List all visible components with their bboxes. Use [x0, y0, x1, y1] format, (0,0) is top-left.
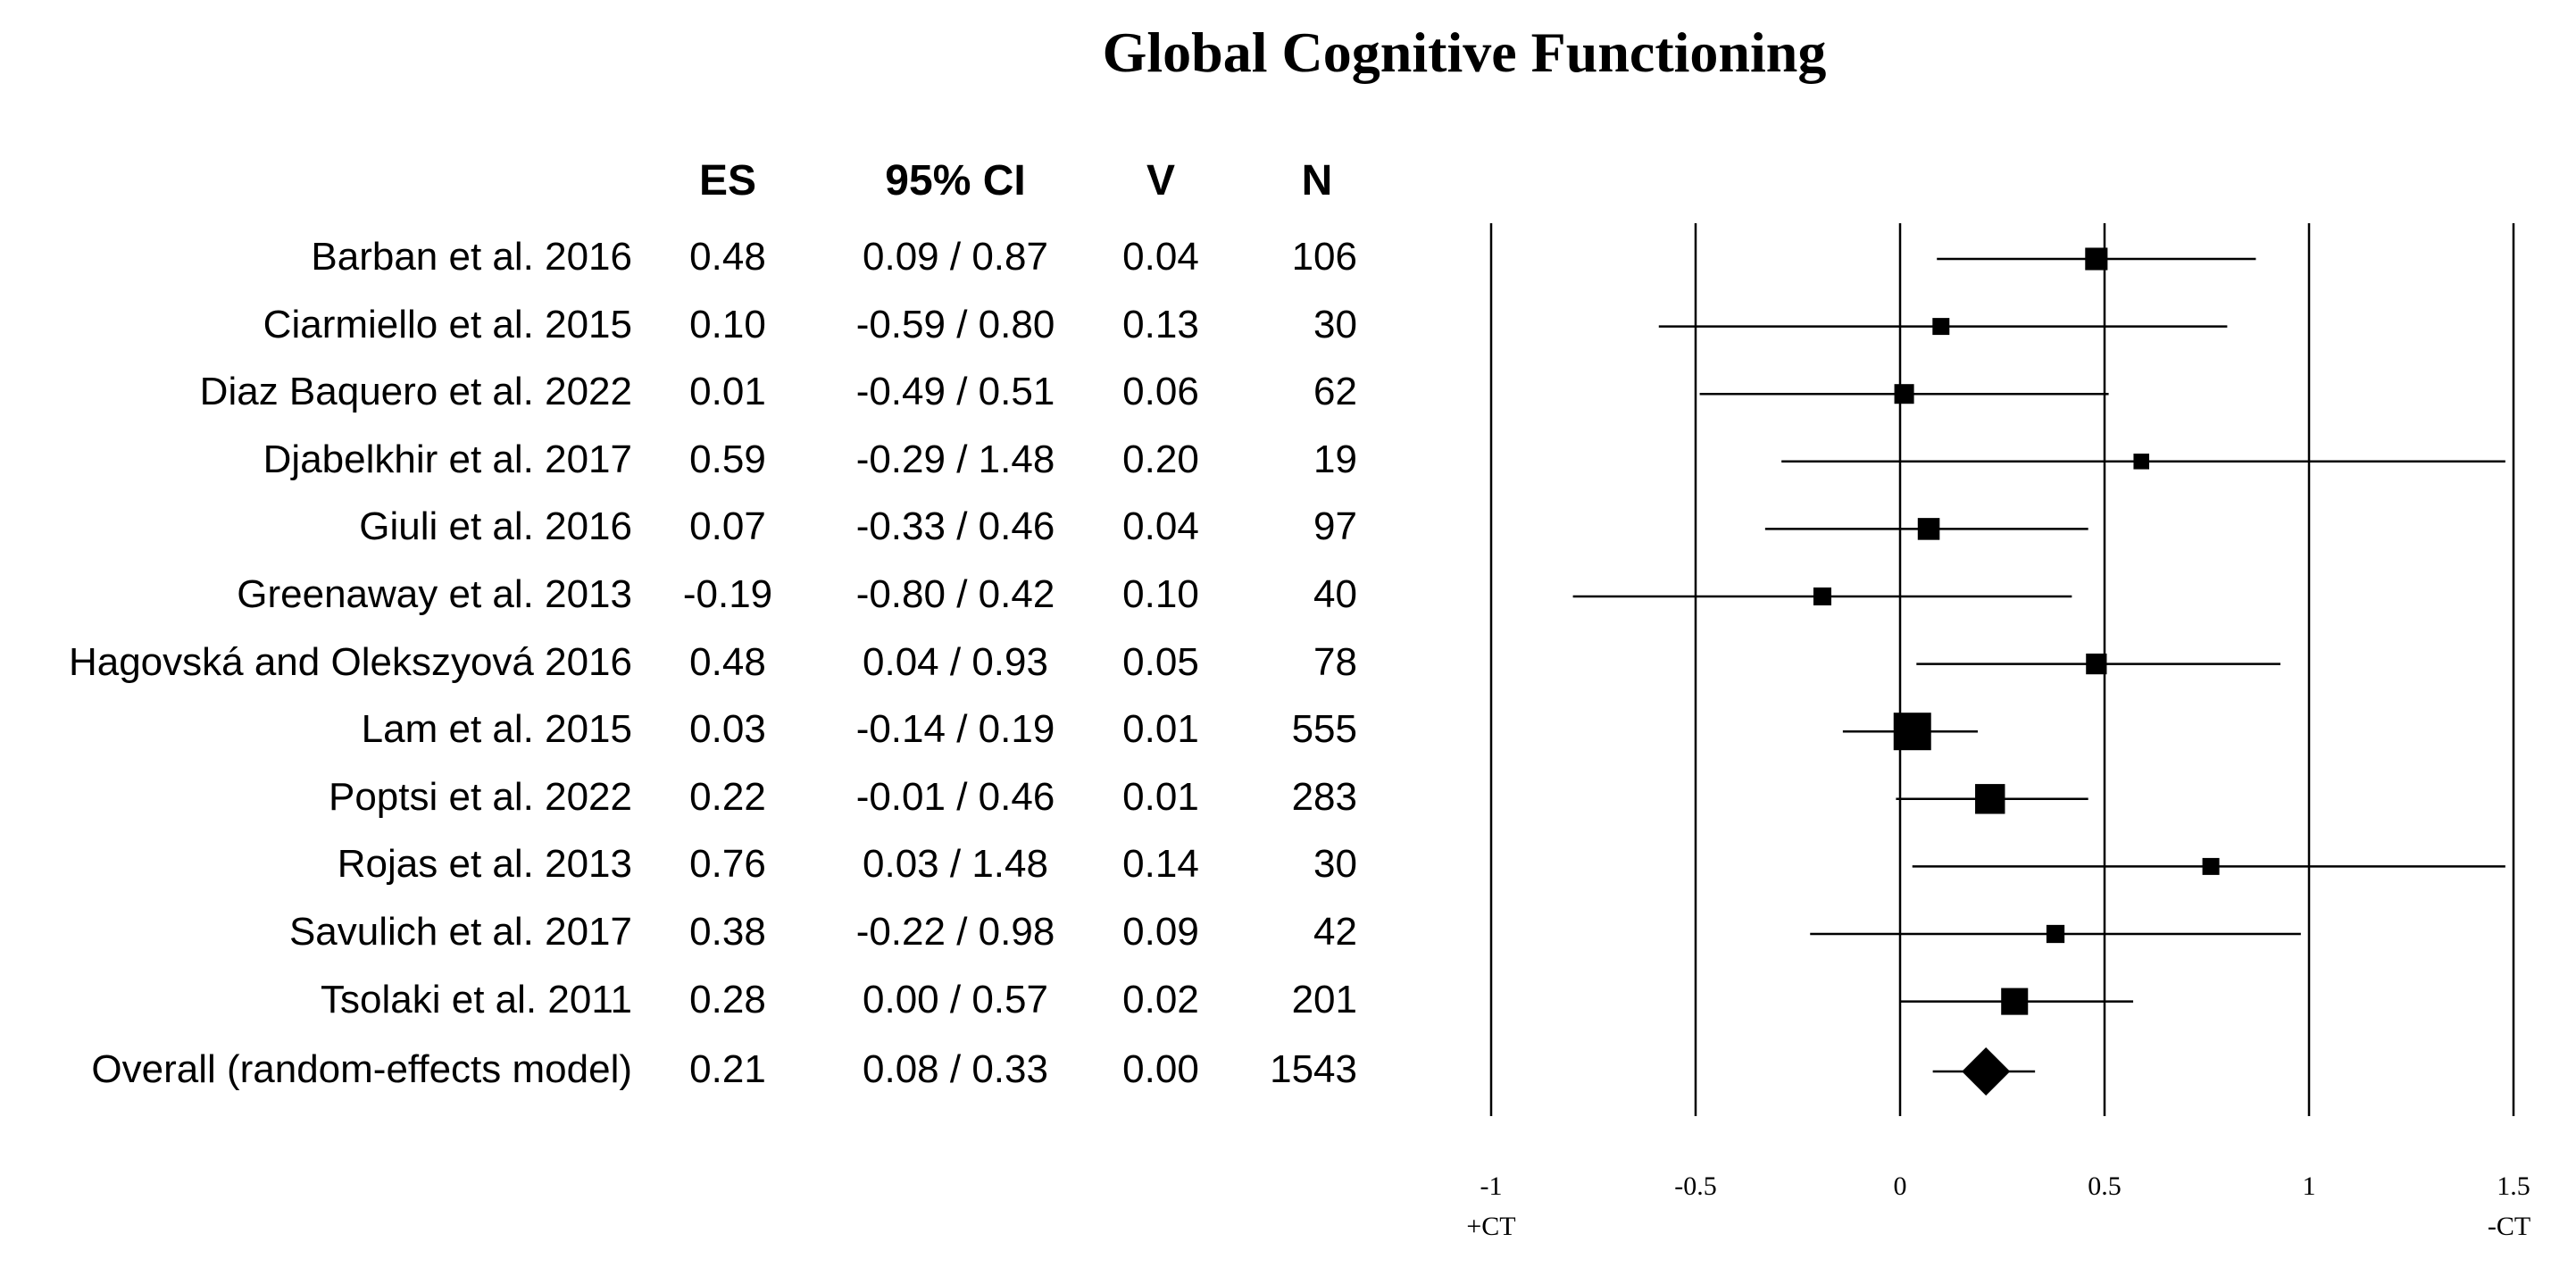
sample-size: 40 — [1313, 572, 1357, 616]
sample-size: 283 — [1291, 774, 1357, 819]
variance: 0.02 — [1122, 977, 1199, 1021]
sample-size: 1543 — [1270, 1047, 1357, 1091]
confidence-interval: -0.14 / 0.19 — [855, 707, 1055, 752]
confidence-interval: -0.29 / 1.48 — [855, 437, 1055, 481]
effect-size: 0.59 — [689, 437, 766, 481]
confidence-interval: 0.09 / 0.87 — [863, 235, 1048, 279]
effect-size: 0.38 — [689, 910, 766, 954]
effect-size: 0.48 — [689, 639, 766, 684]
variance: 0.10 — [1122, 572, 1199, 616]
effect-square — [2085, 247, 2108, 271]
confidence-interval: 0.08 / 0.33 — [863, 1047, 1048, 1091]
variance: 0.01 — [1122, 774, 1199, 819]
effect-size: 0.22 — [689, 774, 766, 819]
effect-size: 0.10 — [689, 302, 766, 346]
confidence-interval: -0.80 / 0.42 — [855, 572, 1055, 616]
x-tick-label: 1 — [2303, 1171, 2316, 1201]
confidence-interval: -0.22 / 0.98 — [855, 910, 1055, 954]
confidence-interval: 0.03 / 1.48 — [863, 842, 1048, 887]
sample-size: 19 — [1313, 437, 1357, 481]
favours-left-label: +CT — [1466, 1212, 1515, 1241]
confidence-interval: -0.33 / 0.46 — [855, 504, 1055, 549]
variance: 0.00 — [1122, 1047, 1199, 1091]
effect-square — [2086, 653, 2107, 675]
confidence-interval: 0.04 / 0.93 — [863, 639, 1048, 684]
variance: 0.13 — [1122, 302, 1199, 346]
effect-size: 0.07 — [689, 504, 766, 549]
variance: 0.01 — [1122, 707, 1199, 752]
effect-square — [2202, 857, 2220, 875]
effect-square — [1917, 518, 1940, 540]
variance: 0.04 — [1122, 235, 1199, 279]
study-name: Hagovská and Olekszyová 2016 — [68, 639, 632, 684]
x-tick-label: -1 — [1480, 1171, 1503, 1201]
variance: 0.20 — [1122, 437, 1199, 481]
sample-size: 97 — [1313, 504, 1357, 549]
effect-size: 0.28 — [689, 977, 766, 1021]
variance: 0.09 — [1122, 910, 1199, 954]
study-name: Giuli et al. 2016 — [359, 504, 632, 549]
effect-square — [1813, 587, 1832, 606]
effect-size: 0.01 — [689, 370, 766, 414]
overall-diamond — [1962, 1047, 2011, 1096]
effect-square — [1893, 713, 1931, 751]
confidence-interval: -0.49 / 0.51 — [855, 370, 1055, 414]
study-name: Ciarmiello et al. 2015 — [263, 302, 632, 346]
study-name: Tsolaki et al. 2011 — [321, 977, 632, 1021]
header-es: ES — [698, 157, 757, 204]
effect-square — [2046, 924, 2065, 944]
sample-size: 30 — [1313, 302, 1357, 346]
effect-size: 0.03 — [689, 707, 766, 752]
sample-size: 201 — [1291, 977, 1357, 1021]
favours-right-label: -CT — [2488, 1212, 2530, 1241]
header-n: N — [1301, 157, 1333, 204]
variance: 0.14 — [1122, 842, 1199, 887]
x-tick-label: 1.5 — [2497, 1171, 2530, 1201]
x-tick-label: 0.5 — [2088, 1171, 2122, 1201]
effect-size: 0.48 — [689, 235, 766, 279]
effect-size: 0.76 — [689, 842, 766, 887]
sample-size: 62 — [1313, 370, 1357, 414]
confidence-interval: -0.01 / 0.46 — [855, 774, 1055, 819]
variance: 0.05 — [1122, 639, 1199, 684]
confidence-interval: 0.00 / 0.57 — [863, 977, 1048, 1021]
confidence-interval: -0.59 / 0.80 — [855, 302, 1055, 346]
study-name: Savulich et al. 2017 — [288, 910, 632, 954]
variance: 0.04 — [1122, 504, 1199, 549]
study-name: Djabelkhir et al. 2017 — [263, 437, 632, 481]
chart-title: Global Cognitive Functioning — [893, 20, 2036, 86]
effect-size: -0.19 — [682, 572, 773, 616]
sample-size: 42 — [1313, 910, 1357, 954]
study-name: Overall (random-effects model) — [91, 1047, 632, 1091]
sample-size: 555 — [1291, 707, 1357, 752]
effect-square — [2133, 454, 2149, 470]
header-ci: 95% CI — [885, 157, 1026, 204]
sample-size: 106 — [1291, 235, 1357, 279]
study-name: Poptsi et al. 2022 — [328, 774, 632, 819]
study-name: Rojas et al. 2013 — [337, 842, 632, 887]
header-v: V — [1146, 157, 1175, 204]
sample-size: 78 — [1313, 639, 1357, 684]
study-name: Diaz Baquero et al. 2022 — [199, 370, 632, 414]
chart-title-text: Global Cognitive Functioning — [1102, 21, 1827, 84]
x-tick-label: 0 — [1894, 1171, 1907, 1201]
effect-size: 0.21 — [689, 1047, 766, 1091]
sample-size: 30 — [1313, 842, 1357, 887]
study-name: Greenaway et al. 2013 — [237, 572, 632, 616]
study-name: Lam et al. 2015 — [361, 707, 632, 752]
variance: 0.06 — [1122, 370, 1199, 414]
effect-square — [1932, 318, 1950, 336]
effect-square — [1894, 384, 1914, 404]
effect-square — [2001, 988, 2029, 1015]
x-tick-label: -0.5 — [1674, 1171, 1717, 1201]
effect-square — [1975, 784, 2005, 814]
study-name: Barban et al. 2016 — [311, 235, 632, 279]
